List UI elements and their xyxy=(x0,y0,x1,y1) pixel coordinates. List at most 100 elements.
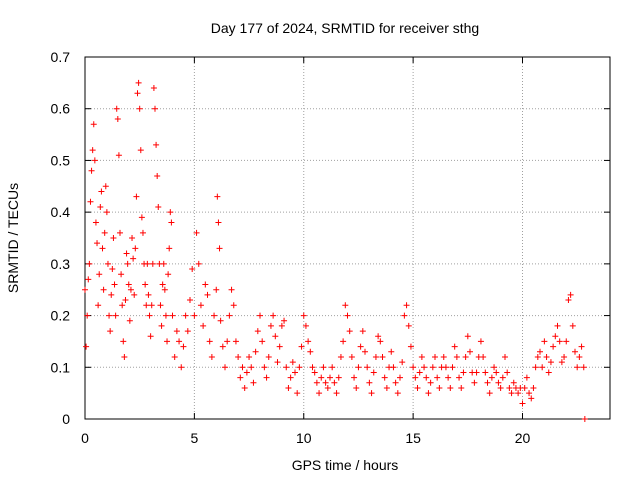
data-point xyxy=(133,193,140,200)
data-point xyxy=(462,353,469,360)
data-point xyxy=(150,85,157,92)
data-point xyxy=(504,369,511,376)
data-point xyxy=(563,338,570,345)
data-point xyxy=(237,374,244,381)
data-point xyxy=(160,260,167,267)
data-point xyxy=(521,384,528,391)
data-point xyxy=(574,364,581,371)
data-point xyxy=(109,266,116,273)
data-point xyxy=(421,364,428,371)
data-point xyxy=(235,353,242,360)
data-point xyxy=(488,374,495,381)
data-point xyxy=(355,364,362,371)
data-point xyxy=(368,390,375,397)
data-point xyxy=(103,209,110,216)
data-point xyxy=(208,353,215,360)
data-point xyxy=(202,281,209,288)
data-point xyxy=(416,369,423,376)
data-point xyxy=(159,281,166,288)
data-point xyxy=(526,390,533,397)
data-point xyxy=(399,359,406,366)
data-point xyxy=(193,229,200,236)
data-point xyxy=(254,328,261,335)
data-point xyxy=(576,353,583,360)
data-point xyxy=(86,260,93,267)
data-point xyxy=(211,312,218,319)
data-point xyxy=(120,338,127,345)
data-point xyxy=(98,188,105,195)
data-point xyxy=(250,379,257,386)
data-point xyxy=(427,379,434,386)
data-point xyxy=(90,121,97,128)
data-point xyxy=(107,328,114,335)
data-point xyxy=(480,353,487,360)
data-point xyxy=(112,312,119,319)
data-point xyxy=(143,302,150,309)
data-point xyxy=(138,214,145,221)
data-point xyxy=(135,79,142,86)
data-point xyxy=(166,245,173,252)
data-point xyxy=(84,312,91,319)
data-point xyxy=(96,271,103,278)
data-point xyxy=(331,379,338,386)
data-point xyxy=(486,390,493,397)
data-point xyxy=(110,235,117,241)
data-point xyxy=(541,338,548,345)
data-point xyxy=(113,105,120,112)
data-point xyxy=(121,353,128,360)
data-point xyxy=(278,322,285,329)
data-point xyxy=(106,312,113,319)
data-point xyxy=(82,286,88,293)
data-point xyxy=(401,312,408,319)
data-point xyxy=(392,379,399,386)
data-point xyxy=(117,229,123,236)
data-point xyxy=(270,312,277,319)
data-point xyxy=(292,369,298,376)
data-point xyxy=(145,291,152,298)
data-point xyxy=(108,291,115,298)
data-point xyxy=(169,312,176,319)
data-point xyxy=(122,297,129,304)
data-point xyxy=(294,390,301,397)
data-point xyxy=(515,390,522,397)
data-point xyxy=(436,384,443,391)
data-point xyxy=(342,302,349,309)
data-point xyxy=(558,359,565,366)
data-point xyxy=(366,379,373,386)
data-point xyxy=(226,312,233,319)
data-point xyxy=(394,390,401,397)
data-point xyxy=(162,312,169,319)
data-point xyxy=(388,348,395,355)
x-axis-label: GPS time / hours xyxy=(292,457,399,473)
data-point xyxy=(390,364,397,371)
data-point xyxy=(101,229,108,236)
data-point xyxy=(187,297,193,304)
data-point xyxy=(289,359,296,366)
data-point xyxy=(471,379,478,386)
data-point xyxy=(195,260,202,267)
data-point xyxy=(473,369,480,376)
x-tick-label: 20 xyxy=(515,430,531,446)
data-point xyxy=(224,338,231,345)
data-point xyxy=(161,286,168,293)
data-point xyxy=(451,343,458,350)
data-point xyxy=(569,322,576,329)
data-point xyxy=(129,235,136,241)
data-point xyxy=(403,302,410,309)
data-point xyxy=(543,353,550,360)
data-point xyxy=(453,353,460,360)
data-point xyxy=(532,364,539,371)
data-point xyxy=(425,390,432,397)
data-point xyxy=(213,286,220,293)
data-point xyxy=(125,281,132,288)
data-point xyxy=(567,291,574,298)
data-point xyxy=(565,297,572,304)
data-point xyxy=(257,312,263,319)
data-point xyxy=(519,400,526,407)
data-point xyxy=(215,219,222,226)
data-point xyxy=(362,348,368,355)
data-point xyxy=(351,374,358,381)
data-point xyxy=(464,333,471,340)
data-point xyxy=(296,364,303,371)
